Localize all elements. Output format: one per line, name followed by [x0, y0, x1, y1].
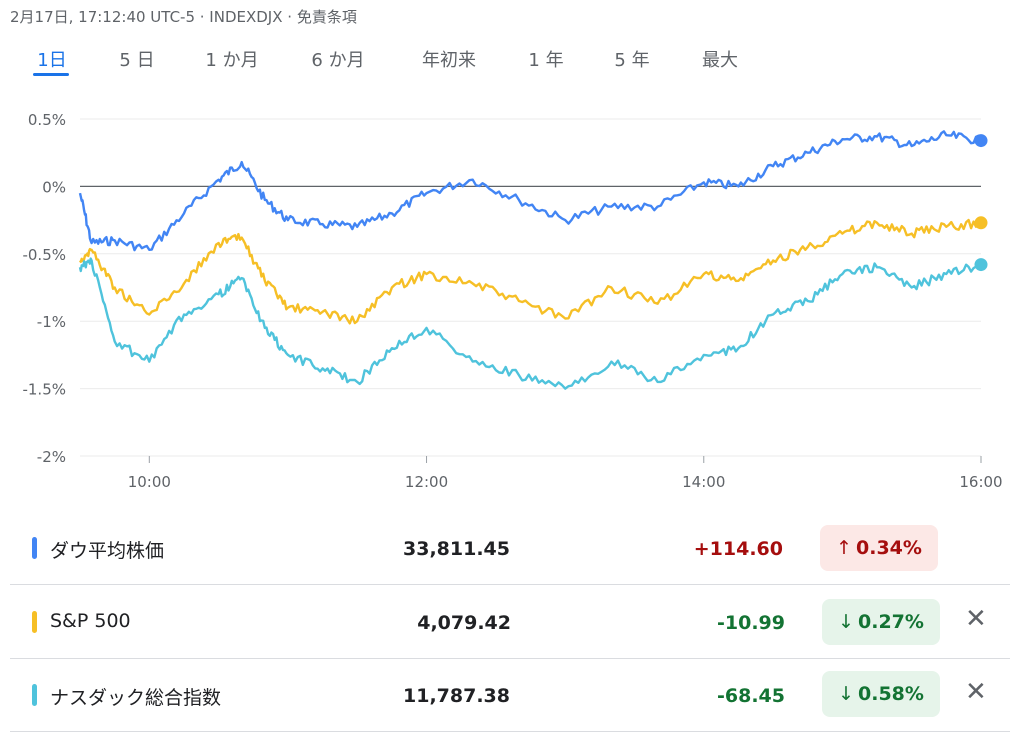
series-line: [78, 257, 982, 390]
percent-change-badge: ↓ 0.58%: [822, 671, 940, 717]
header-info: 2月17日, 17:12:40 UTC-5 · INDEXDJX · 免責条項: [10, 6, 357, 27]
y-tick-label: 0%: [42, 178, 66, 196]
y-tick-label: -0.5%: [22, 246, 66, 264]
percent-value: 0.58%: [858, 683, 924, 705]
index-chart[interactable]: 0.5% 0% -0.5% -1% -1.5% -2% 10:00 12:00 14:00 16:…: [0, 95, 1014, 505]
percent-change-badge: ↑ 0.34%: [820, 525, 938, 571]
series-color-bar: [32, 537, 37, 559]
series-end-marker: [974, 134, 988, 148]
disclaimer-link[interactable]: 免責条項: [296, 8, 357, 26]
index-name: ナスダック総合指数: [50, 687, 222, 709]
tab-5d[interactable]: 5 日: [119, 50, 155, 71]
index-value: 4,079.42: [417, 612, 511, 634]
percent-value: 0.34%: [856, 537, 922, 559]
series-end-marker: [974, 258, 988, 272]
x-tick-label: 16:00: [959, 473, 1002, 491]
x-tick-label: 14:00: [682, 473, 725, 491]
series-color-bar: [32, 611, 37, 633]
series-line: [78, 218, 982, 325]
tab-1m[interactable]: 1 か月: [205, 50, 259, 71]
y-tick-label: -1%: [37, 313, 66, 331]
y-tick-label: -2%: [37, 448, 66, 466]
y-tick-label: -1.5%: [22, 381, 66, 399]
index-change: -68.45: [717, 685, 785, 707]
index-value: 11,787.38: [403, 685, 510, 707]
active-tab-indicator: [33, 73, 69, 76]
index-change: -10.99: [717, 612, 785, 634]
series-line: [78, 130, 983, 252]
tab-1y[interactable]: 1 年: [528, 50, 564, 71]
tab-1d[interactable]: 1日: [37, 50, 67, 71]
header-timestamp: 2月17日, 17:12:40 UTC-5 · INDEXDJX ·: [10, 8, 293, 26]
x-tick-label: 12:00: [405, 473, 448, 491]
index-change: +114.60: [693, 538, 783, 560]
index-value: 33,811.45: [403, 538, 510, 560]
tab-5y[interactable]: 5 年: [614, 50, 650, 71]
close-icon[interactable]: ✕: [965, 677, 987, 707]
series-color-bar: [32, 684, 37, 706]
arrow-up-icon: ↑: [836, 537, 852, 559]
close-icon[interactable]: ✕: [965, 604, 987, 634]
range-tabs: 1日 5 日 1 か月 6 か月 年初来 1 年 5 年 最大: [0, 40, 1014, 80]
index-row-sp500[interactable]: S&P 500 4,079.42 -10.99 ↓ 0.27% ✕: [10, 586, 1010, 659]
percent-value: 0.27%: [858, 611, 924, 633]
arrow-down-icon: ↓: [838, 611, 854, 633]
index-name: ダウ平均株価: [50, 540, 165, 562]
index-row-dow[interactable]: ダウ平均株価 33,811.45 +114.60 ↑ 0.34%: [10, 512, 1010, 585]
x-tick-label: 10:00: [128, 473, 171, 491]
tab-max[interactable]: 最大: [702, 50, 738, 71]
tab-6m[interactable]: 6 か月: [311, 50, 365, 71]
tab-ytd[interactable]: 年初来: [422, 50, 476, 71]
percent-change-badge: ↓ 0.27%: [822, 599, 940, 645]
index-row-nasdaq[interactable]: ナスダック総合指数 11,787.38 -68.45 ↓ 0.58% ✕: [10, 659, 1010, 732]
series-end-marker: [974, 216, 988, 230]
index-name: S&P 500: [50, 610, 131, 632]
y-tick-label: 0.5%: [28, 111, 66, 129]
arrow-down-icon: ↓: [838, 683, 854, 705]
